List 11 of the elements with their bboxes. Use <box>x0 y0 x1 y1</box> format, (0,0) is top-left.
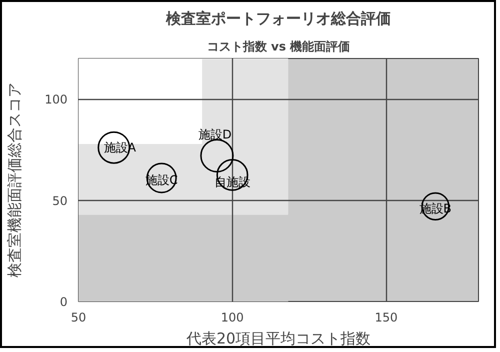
y-tick-label: 50 <box>52 194 68 208</box>
chart-subtitle: コスト指数 vs 機能面評価 <box>206 40 350 54</box>
y-tick-label: 100 <box>44 92 68 106</box>
x-axis-title: 代表20項目平均コスト指数 <box>185 330 371 348</box>
chart-title: 検査室ポートフォーリオ総合評価 <box>165 10 391 28</box>
y-tick-label: 0 <box>60 295 68 309</box>
x-tick-label: 150 <box>374 310 398 324</box>
x-tick-label: 50 <box>70 310 86 324</box>
series-label: 施設D <box>198 128 232 142</box>
y-axis-title: 検査室機能面評価総合スコア <box>6 82 24 278</box>
x-tick-label: 100 <box>220 310 244 324</box>
